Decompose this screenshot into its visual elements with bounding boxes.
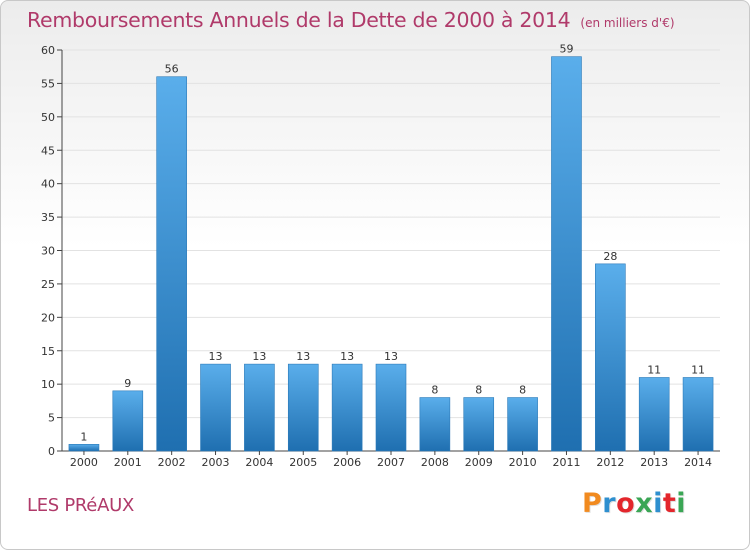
- x-tick-label: 2007: [377, 456, 405, 469]
- y-tick-label: 20: [41, 311, 55, 324]
- x-tick-label: 2010: [509, 456, 537, 469]
- x-tick-label: 2006: [333, 456, 361, 469]
- y-tick-label: 60: [41, 44, 55, 57]
- x-tick-label: 2013: [640, 456, 668, 469]
- data-label: 8: [519, 384, 526, 397]
- bar: [244, 363, 275, 452]
- bar: [287, 363, 319, 452]
- logo-letter: t: [662, 488, 677, 519]
- chart-title-text: Remboursements Annuels de la Dette de 20…: [27, 8, 571, 32]
- x-tick-label: 2012: [596, 456, 624, 469]
- y-tick-label: 50: [41, 111, 55, 124]
- data-label: 13: [340, 350, 354, 363]
- x-tick-label: 2004: [245, 456, 273, 469]
- data-label: 8: [475, 384, 482, 397]
- bar: [375, 363, 407, 452]
- data-label: 9: [124, 377, 131, 390]
- data-label: 56: [165, 63, 179, 76]
- logo-letter: r: [602, 488, 617, 519]
- bar: [595, 263, 626, 452]
- y-tick-label: 55: [41, 77, 55, 90]
- proxiti-logo: Proxiti: [582, 488, 686, 519]
- data-label: 13: [252, 350, 266, 363]
- x-tick-label: 2009: [465, 456, 493, 469]
- bar: [68, 444, 100, 452]
- chart-subtitle: (en milliers d'€): [580, 16, 675, 30]
- bar: [112, 390, 144, 452]
- logo-letter: P: [582, 488, 603, 519]
- bar: [507, 397, 538, 452]
- bar: [331, 363, 363, 452]
- y-tick-label: 15: [41, 345, 55, 358]
- x-tick-label: 2003: [202, 456, 230, 469]
- logo-letter: i: [676, 488, 687, 519]
- bar: [682, 377, 714, 452]
- x-tick-label: 2002: [158, 456, 186, 469]
- bar: [156, 76, 187, 452]
- data-label: 13: [384, 350, 398, 363]
- bar: [551, 56, 582, 452]
- bar: [463, 397, 495, 452]
- data-label: 13: [209, 350, 223, 363]
- y-tick-label: 25: [41, 278, 55, 291]
- x-tick-label: 2001: [114, 456, 142, 469]
- y-tick-label: 5: [48, 412, 55, 425]
- commune-name: LES PRéAUX: [27, 495, 134, 516]
- logo-letter: o: [616, 488, 636, 519]
- data-label: 13: [296, 350, 310, 363]
- y-tick-label: 45: [41, 144, 55, 157]
- y-tick-label: 40: [41, 178, 55, 191]
- data-label: 8: [431, 384, 438, 397]
- y-tick-label: 35: [41, 211, 55, 224]
- x-tick-label: 2008: [421, 456, 449, 469]
- bar: [638, 377, 670, 452]
- data-label: 1: [80, 430, 87, 443]
- logo-letter: i: [653, 488, 663, 519]
- x-tick-label: 2005: [289, 456, 317, 469]
- y-tick-label: 0: [48, 445, 55, 458]
- bar: [200, 363, 231, 452]
- x-tick-label: 2000: [70, 456, 98, 469]
- x-tick-label: 2014: [684, 456, 712, 469]
- data-label: 59: [559, 43, 573, 56]
- data-label: 28: [603, 250, 617, 263]
- data-label: 11: [691, 363, 705, 376]
- bar: [419, 397, 451, 452]
- chart-title: Remboursements Annuels de la Dette de 20…: [27, 8, 675, 32]
- x-tick-label: 2011: [552, 456, 580, 469]
- data-label: 11: [647, 363, 661, 376]
- y-tick-label: 30: [41, 245, 55, 258]
- logo-letter: x: [635, 488, 654, 519]
- y-tick-label: 10: [41, 378, 55, 391]
